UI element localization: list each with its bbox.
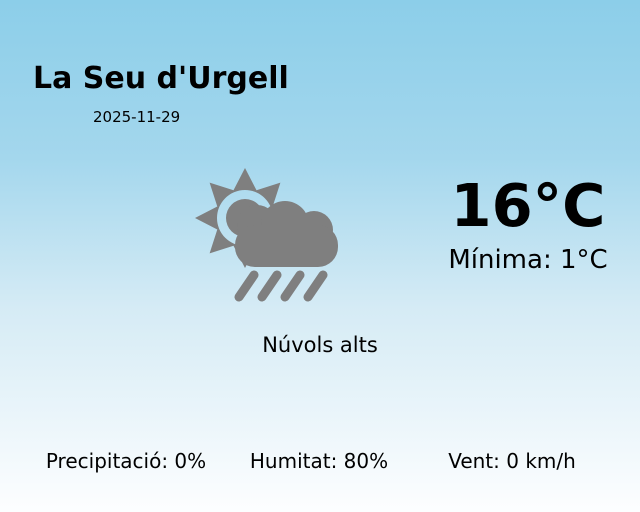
date-label: 2025-11-29	[93, 108, 181, 126]
sun-behind-rain-cloud-icon	[195, 168, 338, 302]
condition-label: Núvols alts	[262, 333, 378, 357]
minimum-temperature-label: Mínima: 1°C	[448, 245, 608, 275]
wind-stat: Vent: 0 km/h	[448, 449, 576, 473]
rain-drops	[234, 270, 328, 302]
humidity-stat: Humitat: 80%	[249, 449, 389, 473]
temperature-value: 16°C	[450, 171, 606, 240]
precipitation-stat: Precipitació: 0%	[45, 449, 207, 473]
cloud-shape	[235, 201, 338, 267]
location-title: La Seu d'Urgell	[33, 61, 289, 96]
